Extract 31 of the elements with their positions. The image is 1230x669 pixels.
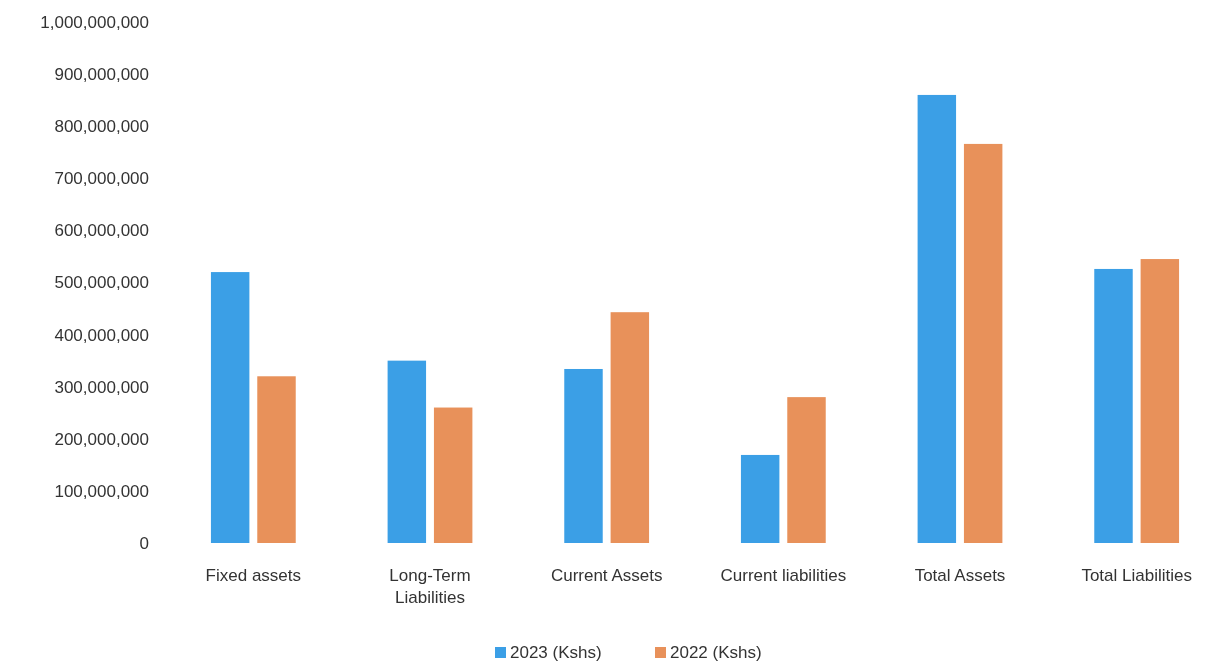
x-tick-label: Total Assets xyxy=(914,566,1006,585)
x-tick-label: Total Liabilities xyxy=(1081,566,1192,585)
y-tick-label: 200,000,000 xyxy=(54,429,149,449)
y-tick-label: 0 xyxy=(139,533,149,553)
y-tick-label: 400,000,000 xyxy=(54,325,149,345)
bar xyxy=(917,94,957,543)
x-tick-label: Current Assets xyxy=(550,566,663,585)
y-tick-label: 300,000,000 xyxy=(54,377,149,397)
y-tick-label: 1,000,000,000 xyxy=(40,12,149,32)
x-tick-label: Current liabilities xyxy=(720,566,847,585)
legend-label: 2022 (Kshs) xyxy=(670,643,762,662)
bar xyxy=(210,272,250,543)
x-tick-label: Fixed assets xyxy=(205,566,302,585)
bar xyxy=(257,376,296,543)
bar xyxy=(387,360,427,543)
bar xyxy=(610,312,650,543)
bar xyxy=(787,397,826,543)
bar xyxy=(963,143,1003,543)
bar xyxy=(433,407,473,543)
y-tick-label: 500,000,000 xyxy=(54,273,149,293)
bar xyxy=(1094,268,1133,543)
y-tick-label: 600,000,000 xyxy=(54,221,149,241)
bar xyxy=(740,454,780,543)
y-tick-label: 900,000,000 xyxy=(54,65,149,85)
x-tick-label: Long-Term Liabilities xyxy=(389,566,471,608)
legend-label: 2023 (Kshs) xyxy=(510,643,602,662)
bar xyxy=(1140,259,1180,543)
y-tick-label: 700,000,000 xyxy=(54,169,149,189)
y-tick-label: 800,000,000 xyxy=(54,117,149,137)
y-tick-label: 100,000,000 xyxy=(54,481,149,501)
bar xyxy=(564,368,603,543)
